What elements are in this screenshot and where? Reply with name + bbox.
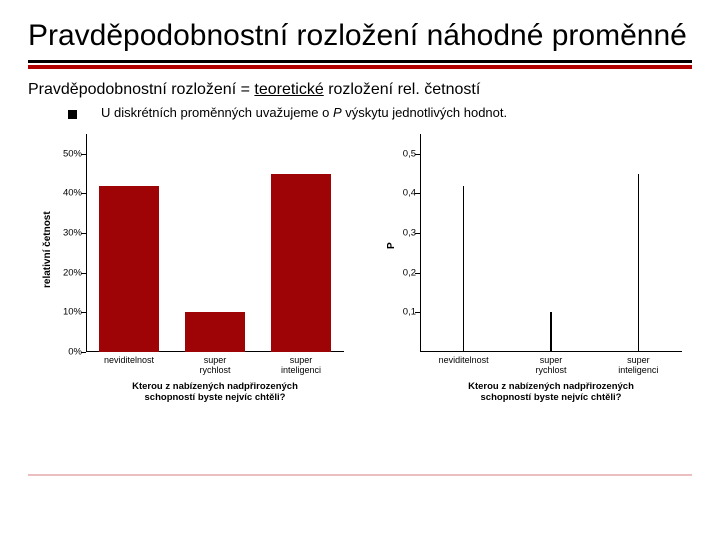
bar (463, 186, 465, 352)
bullet-text-italic: P (333, 105, 342, 120)
ytick-mark (415, 193, 420, 194)
ytick-label: 40% (42, 188, 82, 199)
x-category-label: superrychlost (507, 356, 594, 376)
subtitle: Pravděpodobnostní rozložení = teoretické… (28, 81, 692, 99)
y-axis-label: relativní četnost (42, 211, 53, 288)
ytick-label: 0% (42, 347, 82, 358)
subtitle-prefix: Pravděpodobnostní rozložení (28, 81, 236, 98)
ytick-label: 50% (42, 148, 82, 159)
ytick-label: 0,1 (376, 307, 416, 318)
bullet-item: U diskrétních proměnných uvažujeme o P v… (68, 105, 692, 120)
ytick-label: 0,4 (376, 188, 416, 199)
x-category-label: neviditelnost (420, 356, 507, 366)
ytick-mark (81, 273, 86, 274)
x-category-label: superinteligenci (258, 356, 344, 376)
ytick-mark (81, 312, 86, 313)
ytick-mark (415, 233, 420, 234)
x-category-label: superrychlost (172, 356, 258, 376)
subtitle-underlined: teoretické (254, 81, 323, 98)
ytick-mark (81, 154, 86, 155)
square-bullet-icon (68, 110, 77, 119)
ytick-mark (81, 352, 86, 353)
ytick-mark (81, 193, 86, 194)
bottom-accent-rule (28, 474, 692, 476)
ytick-label: 10% (42, 307, 82, 318)
bullet-text-b: výskytu jednotlivých hodnot. (342, 105, 507, 120)
ytick-label: 0,5 (376, 148, 416, 159)
x-axis-label: Kterou z nabízených nadpřirozenýchschopn… (420, 382, 682, 404)
ytick-mark (81, 233, 86, 234)
page-title: Pravděpodobnostní rozložení náhodné prom… (28, 18, 692, 54)
subtitle-eq: = (236, 81, 254, 98)
ytick-mark (415, 312, 420, 313)
right-bar-chart: 0,1 0,2 0,3 0,4 0,5 Pneviditelnostsuperrychlo… (370, 130, 690, 420)
bullet-text: U diskrétních proměnných uvažujeme o P v… (101, 105, 507, 120)
bar (99, 186, 159, 352)
bar (271, 174, 331, 352)
bullet-text-a: U diskrétních proměnných uvažujeme o (101, 105, 333, 120)
ytick-mark (415, 273, 420, 274)
x-axis-label: Kterou z nabízených nadpřirozenýchschopn… (86, 382, 344, 404)
bar (550, 312, 552, 352)
bar (638, 174, 640, 352)
x-category-label: superinteligenci (595, 356, 682, 376)
title-rule-red (28, 65, 692, 69)
subtitle-suffix: rozložení rel. četností (324, 81, 481, 98)
ytick-mark (415, 154, 420, 155)
bar (185, 312, 245, 352)
ytick-label: 0,2 (376, 267, 416, 278)
title-rule-black (28, 60, 692, 63)
ytick-label: 0,3 (376, 228, 416, 239)
charts-row: 0%10%20%30%40%50%relativní četnostnevidi… (28, 130, 692, 420)
left-bar-chart: 0%10%20%30%40%50%relativní četnostnevidi… (30, 130, 350, 420)
y-axis-label: P (386, 242, 397, 249)
x-category-label: neviditelnost (86, 356, 172, 366)
